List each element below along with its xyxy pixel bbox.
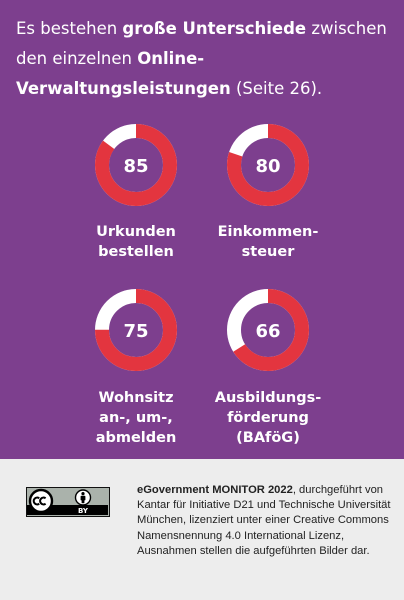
label-line: (BAföG): [236, 430, 300, 446]
by-person-icon: [74, 489, 92, 506]
ring-value-arc: [227, 124, 309, 206]
credit-body: , durchgeführt von Kantar für Initiative…: [137, 484, 391, 557]
donut-svg-4: 66: [227, 289, 309, 371]
donut-chart-2: 80: [226, 123, 310, 207]
donut-value-label: 85: [123, 156, 148, 177]
donut-value-label: 75: [123, 321, 148, 342]
badge-black-strip: [27, 505, 108, 515]
label-line: Urkunden: [96, 224, 176, 240]
donut-chart-1: 85: [94, 123, 178, 207]
donut-chart-4: 66: [226, 288, 310, 372]
label-line: abmelden: [95, 430, 177, 446]
label-line: steuer: [241, 244, 295, 260]
ring-value-arc: [95, 124, 177, 206]
donut-svg-3: 75: [95, 289, 177, 371]
donut-chart-3: 75: [94, 288, 178, 372]
donut-label-3: Wohnsitz an-, um-, abmelden: [61, 388, 211, 448]
donut-svg-1: 85: [95, 124, 177, 206]
donut-label-2: Einkommen- steuer: [193, 222, 343, 262]
headline-text-1: Es bestehen: [16, 19, 123, 38]
headline: Es bestehen große Unterschiede zwischen …: [16, 14, 396, 104]
label-line: Ausbildungs-: [214, 390, 322, 406]
cc-by-badge-graphic: BY: [27, 488, 108, 515]
cc-by-license-badge[interactable]: BY: [26, 487, 110, 517]
donut-label-1: Urkunden bestellen: [61, 222, 211, 262]
label-line: Einkommen-: [217, 224, 319, 240]
cc-icon: [28, 488, 54, 514]
headline-text-3: (Seite 26).: [230, 79, 323, 98]
headline-bold-2: Online-Verwaltungsleistungen: [16, 49, 231, 98]
headline-text-2: zwischen den einzelnen: [16, 19, 387, 68]
label-line: Wohnsitz: [98, 390, 174, 406]
badge-by-text: BY: [78, 507, 89, 515]
ring-value-arc: [95, 289, 177, 371]
ring-value-arc: [227, 289, 309, 371]
credit-title: eGovernment MONITOR 2022: [137, 484, 293, 496]
donut-value-label: 80: [255, 156, 280, 177]
label-line: bestellen: [98, 244, 174, 260]
footer: BY eGovernment MONITOR 2022, durchgeführ…: [0, 459, 404, 600]
donut-label-4: Ausbildungs- förderung (BAföG): [193, 388, 343, 448]
label-line: an-, um-,: [99, 410, 173, 426]
label-line: förderung: [227, 410, 309, 426]
headline-bold-1: große Unterschiede: [122, 19, 307, 38]
donut-value-label: 66: [255, 321, 280, 342]
infographic-panel: Es bestehen große Unterschiede zwischen …: [0, 0, 404, 459]
credit-text: eGovernment MONITOR 2022, durchgeführt v…: [137, 483, 397, 559]
donut-svg-2: 80: [227, 124, 309, 206]
